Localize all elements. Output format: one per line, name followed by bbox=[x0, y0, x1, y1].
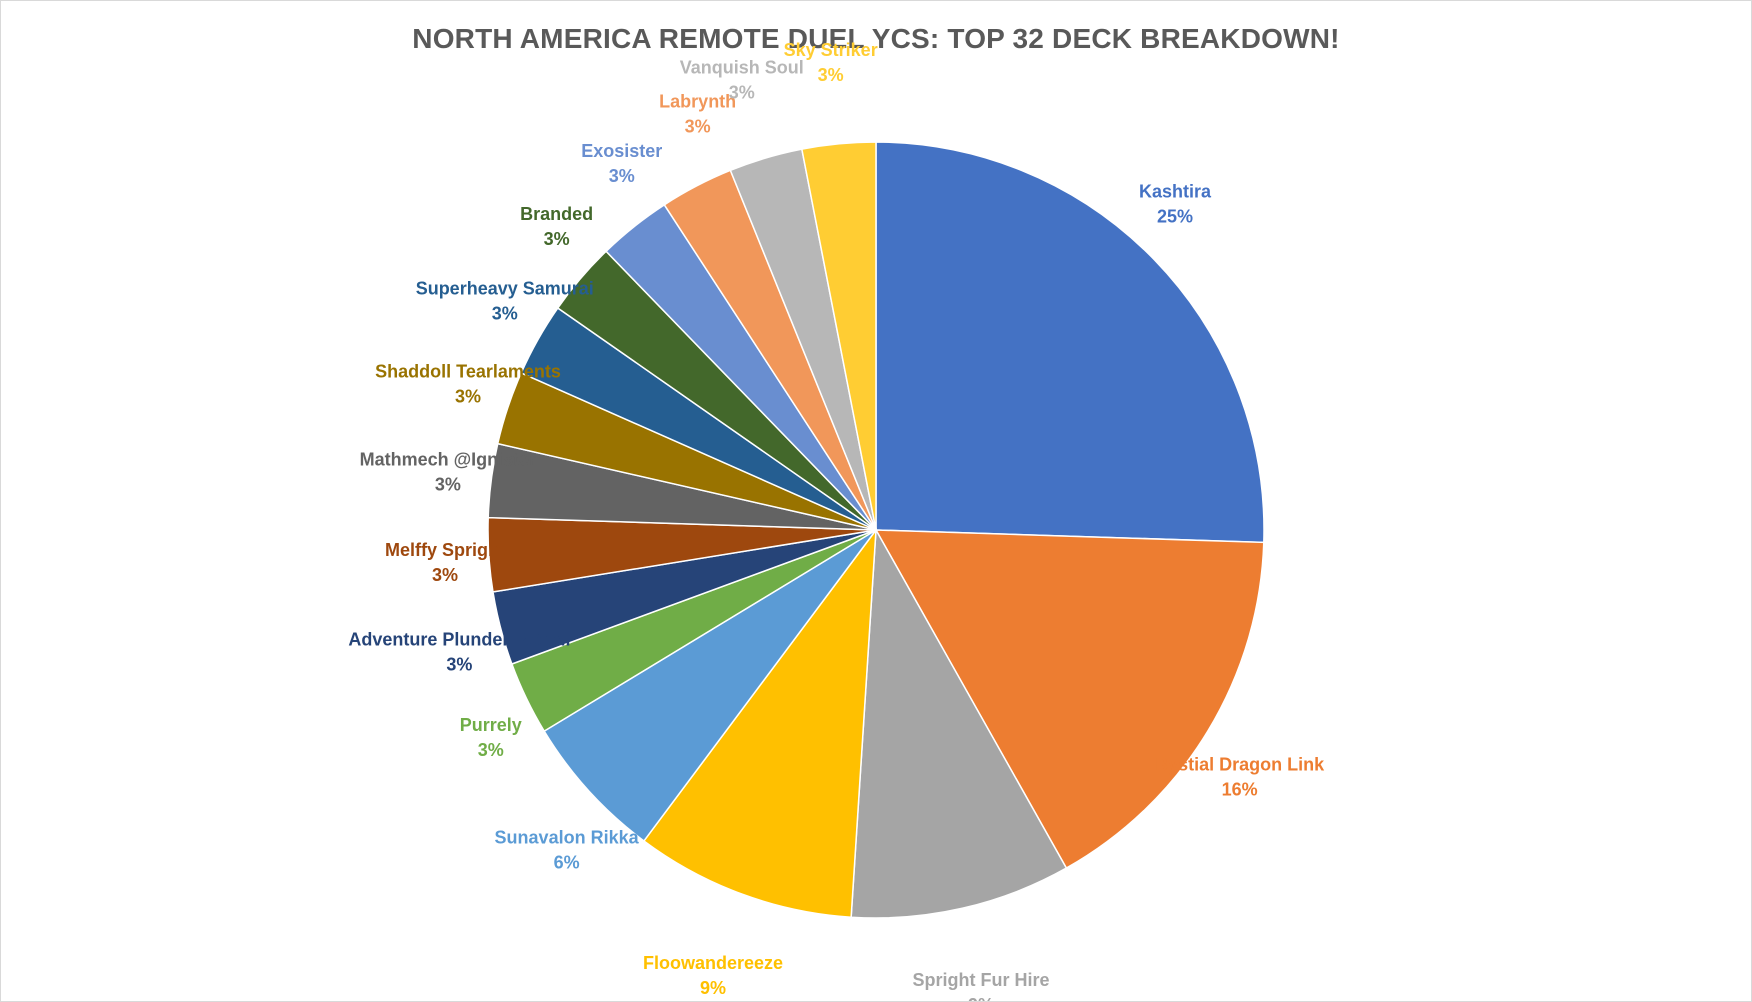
slice-percent-label: 3% bbox=[492, 303, 518, 323]
slice-percent-label: 6% bbox=[554, 852, 580, 872]
slice-name-label: Melffy Spright bbox=[385, 540, 505, 560]
slice-percent-label: 3% bbox=[818, 65, 844, 85]
slice-name-label: Spright Fur Hire bbox=[913, 970, 1050, 990]
slice-name-label: Exosister bbox=[581, 141, 662, 161]
slice-label-branded: Branded 3% bbox=[520, 204, 593, 249]
slice-percent-label: 16% bbox=[1222, 780, 1258, 800]
slice-label-purrely: Purrely 3% bbox=[460, 715, 522, 760]
slice-name-label: Labrynth bbox=[659, 92, 736, 112]
slice-label-vanquish-soul: Vanquish Soul 3% bbox=[680, 58, 804, 103]
slice-percent-label: 3% bbox=[609, 166, 635, 186]
slice-name-label: Superheavy Samurai bbox=[416, 278, 594, 298]
slice-percent-label: 3% bbox=[455, 386, 481, 406]
slice-label-sky-striker: Sky Striker 3% bbox=[784, 40, 878, 85]
pie-slices bbox=[487, 141, 1265, 919]
slice-name-label: Sky Striker bbox=[784, 40, 878, 60]
slice-name-label: Kashtira bbox=[1139, 182, 1212, 202]
slice-label-melffy-spright: Melffy Spright 3% bbox=[385, 540, 505, 585]
slice-name-label: Mathmech @Ignister bbox=[360, 450, 537, 470]
slice-name-label: Floowandereeze bbox=[643, 953, 783, 973]
slice-label-superheavy-samurai: Superheavy Samurai 3% bbox=[416, 278, 594, 323]
slice-label-exosister: Exosister 3% bbox=[581, 141, 662, 186]
slice-label-labrynth: Labrynth 3% bbox=[659, 92, 736, 137]
slice-percent-label: 3% bbox=[432, 565, 458, 585]
chart-title: NORTH AMERICA REMOTE DUEL YCS: TOP 32 DE… bbox=[412, 23, 1340, 54]
slice-percent-label: 3% bbox=[478, 740, 504, 760]
slice-percent-label: 3% bbox=[544, 229, 570, 249]
slice-percent-label: 3% bbox=[446, 655, 472, 675]
slice-name-label: Shaddoll Tearlaments bbox=[375, 361, 561, 381]
slice-name-label: Vanquish Soul bbox=[680, 58, 804, 78]
pie-slice-sunavalon-rikka bbox=[543, 529, 877, 842]
slice-label-adventure-plunder-patroll: Adventure Plunder Patroll 3% bbox=[348, 630, 570, 675]
slice-percent-label: 9% bbox=[968, 995, 994, 1001]
pie-slice-spright-fur-hire bbox=[850, 527, 1068, 919]
slice-label-sunavalon-rikka: Sunavalon Rikka 6% bbox=[495, 827, 640, 872]
pie-slice-kashtira bbox=[875, 141, 1265, 544]
slice-percent-label: 25% bbox=[1157, 207, 1193, 227]
slice-name-label: Purrely bbox=[460, 715, 522, 735]
slice-name-label: Sunavalon Rikka bbox=[495, 827, 640, 847]
slice-percent-label: 3% bbox=[435, 475, 461, 495]
pie-slice-floowandereeze bbox=[642, 527, 877, 918]
slice-name-label: Branded bbox=[520, 204, 593, 224]
slice-percent-label: 9% bbox=[700, 978, 726, 998]
slice-percent-label: 3% bbox=[729, 83, 755, 103]
slice-label-spright-fur-hire: Spright Fur Hire 9% bbox=[913, 970, 1050, 1001]
pie-labels: Kashtira 25% Bystial Dragon Link 16% Spright… bbox=[348, 40, 1325, 1001]
pie-slice-bystial-dragon-link bbox=[874, 529, 1265, 870]
slice-label-floowandereeze: Floowandereeze 9% bbox=[643, 953, 783, 998]
slice-label-bystial-dragon-link: Bystial Dragon Link 16% bbox=[1155, 755, 1325, 800]
pie-slice-sky-striker bbox=[800, 141, 877, 531]
slice-label-kashtira: Kashtira 25% bbox=[1139, 182, 1212, 227]
slice-label-mathmech-ignister: Mathmech @Ignister 3% bbox=[360, 450, 537, 495]
slice-name-label: Adventure Plunder Patroll bbox=[348, 630, 570, 650]
slice-percent-label: 3% bbox=[685, 117, 711, 137]
slice-label-shaddoll-tearlaments: Shaddoll Tearlaments 3% bbox=[375, 361, 561, 406]
slice-name-label: Bystial Dragon Link bbox=[1155, 755, 1325, 775]
